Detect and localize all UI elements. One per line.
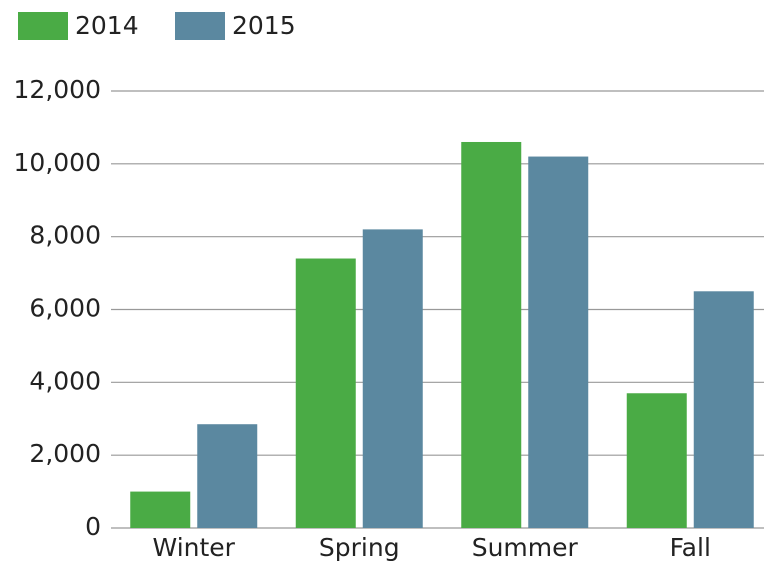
y-tick-label: 8,000 [29, 221, 101, 250]
bar [130, 491, 191, 528]
bar [626, 393, 687, 528]
x-tick-label: Fall [670, 533, 711, 562]
bar [528, 156, 589, 529]
bar [197, 424, 258, 528]
legend-label: 2014 [75, 11, 139, 40]
bar [295, 258, 356, 528]
y-tick-label: 10,000 [14, 148, 101, 177]
x-tick-label: Spring [319, 533, 400, 562]
y-tick-label: 4,000 [29, 366, 101, 395]
bar [362, 229, 423, 528]
legend-label: 2015 [232, 11, 296, 40]
x-tick-label: Winter [153, 533, 236, 562]
x-tick-label: Summer [472, 533, 579, 562]
y-tick-label: 0 [85, 512, 101, 541]
y-tick-label: 6,000 [29, 294, 101, 323]
bar [461, 141, 522, 528]
bar [693, 291, 754, 528]
legend-swatch [175, 12, 225, 40]
legend-swatch [18, 12, 68, 40]
y-tick-label: 12,000 [14, 75, 101, 104]
y-tick-label: 2,000 [29, 439, 101, 468]
